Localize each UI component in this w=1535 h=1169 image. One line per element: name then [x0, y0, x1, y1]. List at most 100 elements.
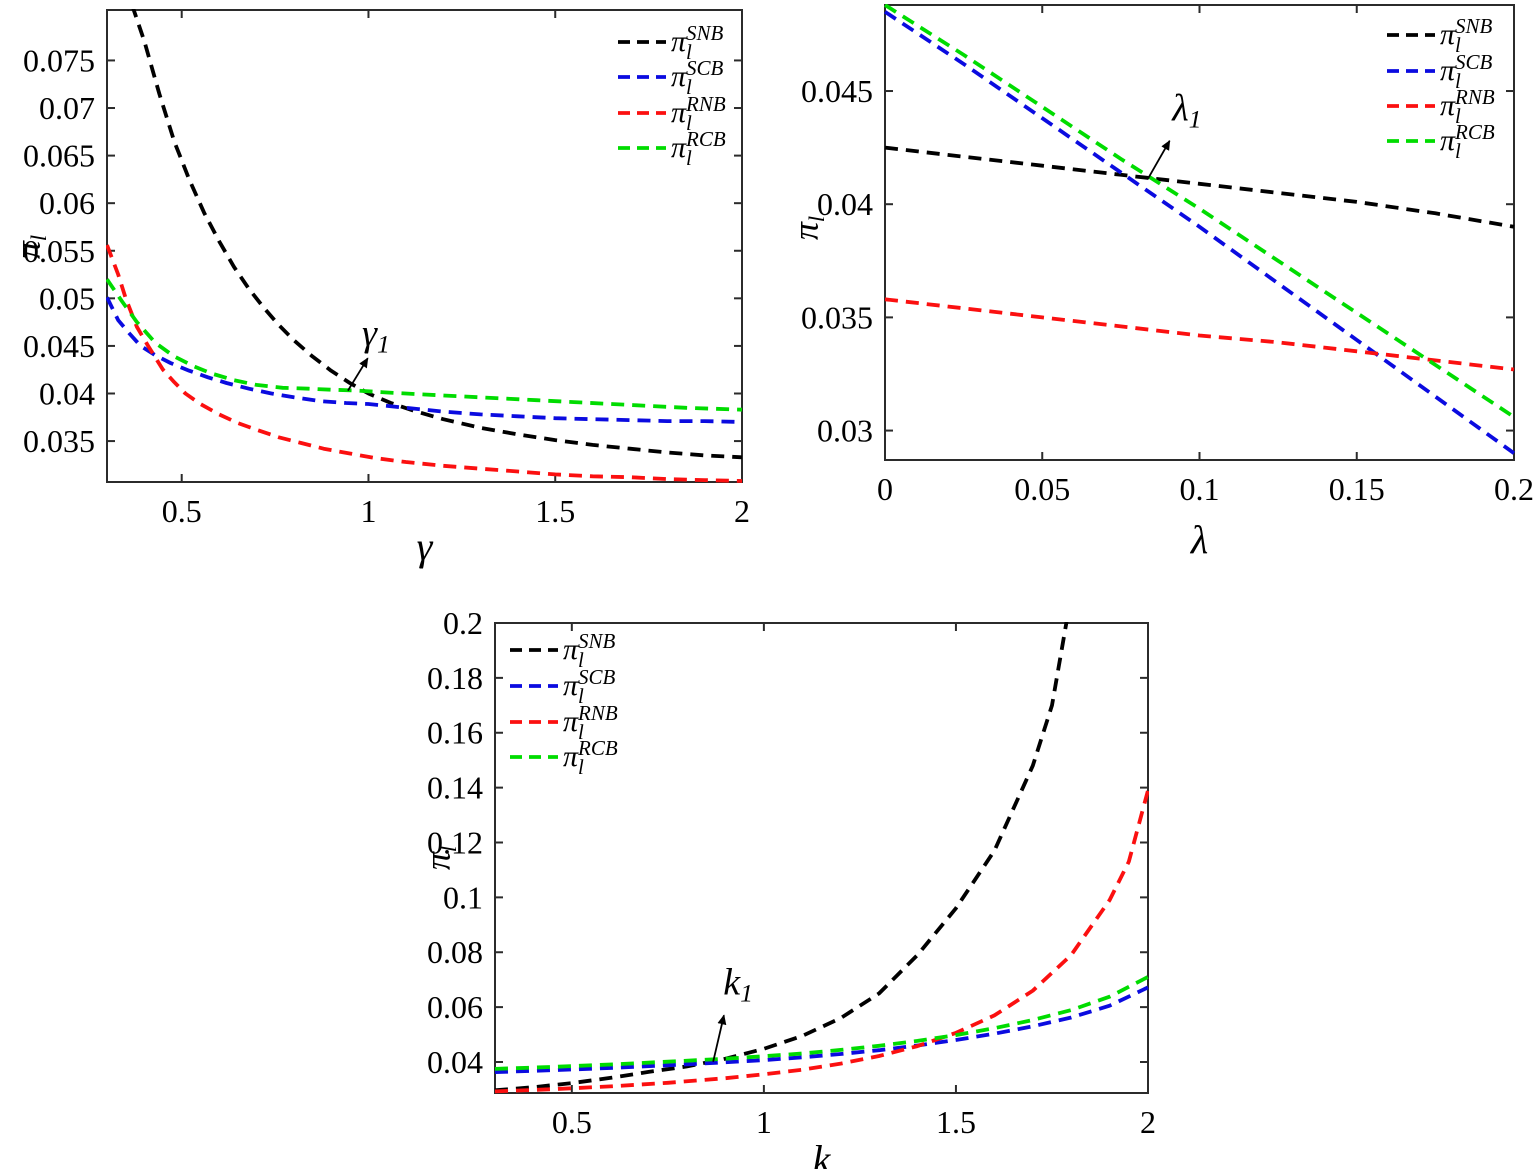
legend-subscript: l [1455, 139, 1461, 163]
annotation-arrow [1146, 139, 1171, 180]
y-tick-label: 0.035 [23, 423, 95, 459]
series-RNB [494, 789, 1149, 1094]
y-tick-label: 0.03 [817, 413, 873, 449]
legend-entry-SNB: π SNB l [618, 22, 723, 63]
x-axis-label: k [812, 1137, 831, 1169]
x-tick-label: 0.1 [1180, 471, 1220, 507]
x-tick-label: 2 [1140, 1104, 1156, 1140]
legend-symbol: π [671, 25, 687, 58]
annotation-subscript: 1 [376, 330, 390, 360]
annotation-arrow [712, 1014, 727, 1062]
y-tick-label: 0.08 [427, 934, 483, 970]
legend-subscript: l [578, 648, 584, 672]
y-axis-label: πl [786, 215, 829, 240]
legend-entry-SNB: π SNB l [510, 628, 616, 672]
y-tick-label: 0.045 [801, 73, 873, 109]
legend-dash-swatch-RCB [1387, 139, 1435, 143]
series-SNB [131, 9, 743, 460]
x-tick-label: 0 [877, 471, 893, 507]
x-tick-label: 2 [734, 493, 750, 529]
y-tick-label: 0.07 [39, 90, 95, 126]
legend-subsup-stack: RCB l [1455, 119, 1495, 163]
legend-superscript: SNB [578, 628, 616, 653]
x-tick-label: 1.5 [535, 493, 575, 529]
legend-subscript: l [686, 75, 692, 99]
legend-label: π SCB l [671, 55, 724, 99]
legend-entry-RNB: π RNB l [618, 93, 726, 134]
legend-entry-RCB: π RCB l [618, 128, 726, 169]
legend-dash-swatch-RNB [618, 111, 666, 115]
legend-symbol: π [671, 131, 687, 164]
x-tick-label: 0.5 [552, 1104, 592, 1140]
legend-dash-swatch-SNB [510, 648, 558, 652]
y-tick-label: 0.06 [39, 185, 95, 221]
legend-dash-swatch-RNB [1387, 104, 1435, 108]
y-tick-label: 0.2 [443, 605, 483, 641]
series-SNB [884, 145, 1515, 229]
y-axis-label-subscript: l [803, 215, 829, 223]
chart-gamma-panel: 0.5 1 1.5 2 0.035 0.04 0.045 0.05 0.055 0.06 0.065… [0, 0, 775, 585]
legend-symbol: π [671, 60, 687, 93]
y-axis-label-subscript: l [435, 845, 461, 853]
legend-label: π RCB l [671, 128, 726, 169]
legend-symbol: π [1440, 54, 1456, 87]
legend-label: π RNB l [671, 93, 726, 134]
legend-dash-swatch-RCB [510, 755, 558, 759]
legend-superscript: RNB [578, 700, 618, 725]
legend-symbol: π [1440, 89, 1456, 122]
annotation-subscript: 1 [1188, 105, 1202, 135]
y-axis-label-subscript: l [25, 234, 51, 242]
legend-subsup-stack: SNB l [686, 20, 724, 64]
series-RCB [494, 975, 1149, 1071]
legend-subscript: l [578, 684, 584, 708]
legend-symbol: π [1440, 18, 1456, 51]
y-tick-label: 0.065 [23, 138, 95, 174]
legend-label: π RCB l [563, 737, 618, 779]
legend-subscript: l [686, 40, 692, 64]
series-RNB [884, 297, 1515, 372]
y-axis-label-base: π [417, 852, 458, 871]
x-tick-label: 0.5 [162, 493, 202, 529]
legend-subsup-stack: RCB l [578, 737, 618, 779]
legend-subscript: l [578, 720, 584, 744]
annotation-arrow [347, 357, 369, 392]
legend-superscript: SNB [1455, 13, 1493, 38]
legend-entry-RNB: π RNB l [510, 700, 618, 744]
y-tick-label: 0.16 [427, 715, 483, 751]
annotation-label: γ1 [362, 315, 390, 358]
legend-entry-SCB: π SCB l [618, 55, 724, 99]
x-tick-label: 1.5 [936, 1104, 976, 1140]
x-axis-label: λ [1190, 517, 1209, 562]
legend-symbol: π [563, 669, 579, 702]
series-SCB [884, 10, 1515, 455]
legend-entry-SCB: π SCB l [510, 666, 615, 708]
legend-subsup-stack: SCB l [1455, 49, 1493, 93]
legend-superscript: RCB [1455, 119, 1495, 144]
y-tick-label: 0.04 [817, 186, 873, 222]
legend-label: π RNB l [563, 700, 618, 744]
y-tick-label: 0.1 [443, 879, 483, 915]
legend-subsup-stack: RCB l [686, 128, 726, 169]
legend-subscript: l [1455, 104, 1461, 128]
legend-entry-SCB: π SCB l [1387, 51, 1492, 92]
legend-superscript: SCB [1455, 49, 1493, 74]
annotation-symbol: λ [1172, 87, 1189, 130]
annotation-label: k1 [723, 964, 753, 1007]
x-tick-label: 1 [756, 1104, 772, 1140]
y-tick-label: 0.055 [23, 233, 95, 269]
legend-subscript: l [578, 755, 584, 779]
legend-label: π RCB l [1440, 119, 1495, 163]
y-tick-label: 0.06 [427, 989, 483, 1025]
legend-symbol: π [671, 96, 687, 129]
legend-label: π SNB l [563, 628, 616, 672]
legend-superscript: SNB [686, 20, 724, 45]
legend-superscript: RNB [1455, 84, 1495, 109]
legend-symbol: π [1440, 124, 1456, 157]
series-RNB [106, 244, 743, 483]
axes-box [494, 622, 1149, 1094]
legend-superscript: SCB [686, 55, 724, 80]
legend-subscript: l [1455, 69, 1461, 93]
legend-symbol: π [563, 705, 579, 738]
legend-label: π SCB l [563, 666, 615, 708]
y-tick-label: 0.12 [427, 824, 483, 860]
